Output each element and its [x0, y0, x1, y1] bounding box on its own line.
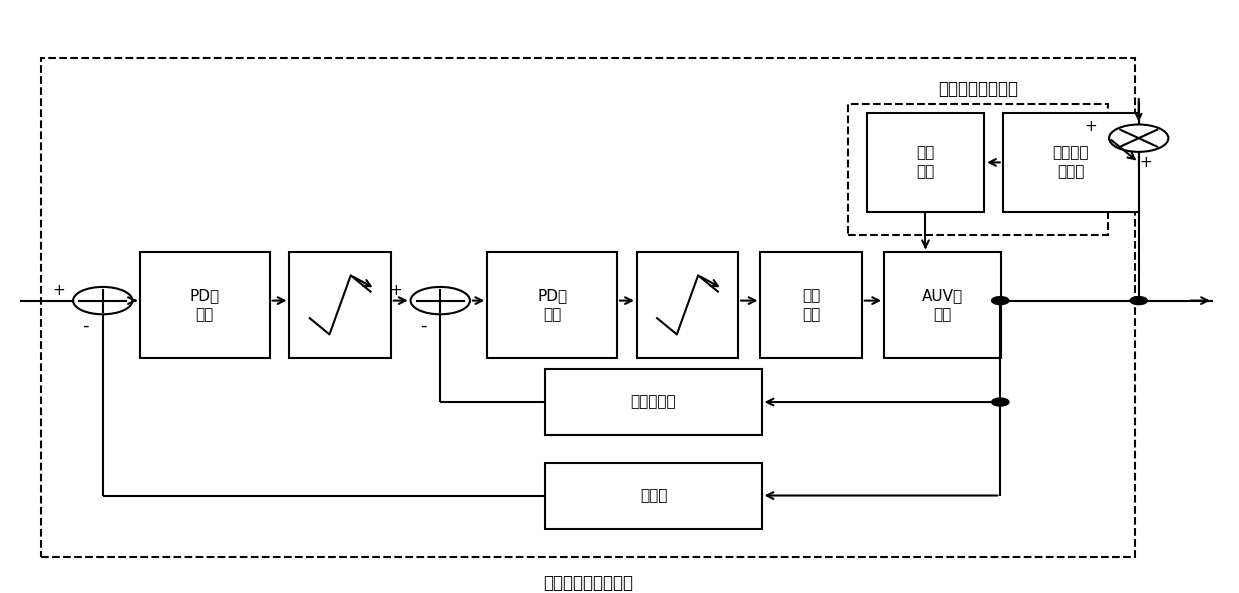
Bar — [290, 252, 390, 358]
Text: -: - — [82, 317, 89, 334]
Text: 浮力均衡
控制器: 浮力均衡 控制器 — [1052, 146, 1089, 179]
Bar — [867, 113, 984, 212]
Bar — [637, 252, 738, 358]
Text: 艇水
平舵: 艇水 平舵 — [802, 288, 820, 321]
Text: 深度计: 深度计 — [639, 488, 667, 503]
Text: 姿态传感器: 姿态传感器 — [631, 394, 676, 409]
Circle shape — [73, 287, 133, 314]
Text: 浮力均衡控制系统: 浮力均衡控制系统 — [938, 80, 1018, 98]
Bar — [41, 58, 1135, 557]
Text: 均衡
装置: 均衡 装置 — [917, 146, 934, 179]
Circle shape — [1109, 125, 1168, 152]
Bar — [849, 104, 1108, 235]
Bar — [487, 252, 617, 358]
Text: 垂直面运动控制系统: 垂直面运动控制系统 — [543, 574, 633, 592]
Text: +: + — [52, 283, 64, 298]
Bar — [885, 252, 1001, 358]
Bar — [761, 252, 862, 358]
Circle shape — [1130, 296, 1147, 305]
Bar — [545, 369, 762, 435]
Text: +: + — [389, 283, 403, 298]
Text: AUV垂
直面: AUV垂 直面 — [922, 288, 964, 321]
Text: -: - — [420, 317, 426, 334]
Circle shape — [991, 296, 1009, 305]
Text: +: + — [1084, 119, 1097, 134]
Bar — [1002, 113, 1139, 212]
Circle shape — [991, 398, 1009, 406]
Text: PD控
制器: PD控 制器 — [536, 288, 567, 321]
Circle shape — [410, 287, 470, 314]
Bar — [140, 252, 270, 358]
Bar — [545, 463, 762, 528]
Text: PD控
制器: PD控 制器 — [190, 288, 219, 321]
Text: +: + — [1140, 155, 1152, 170]
